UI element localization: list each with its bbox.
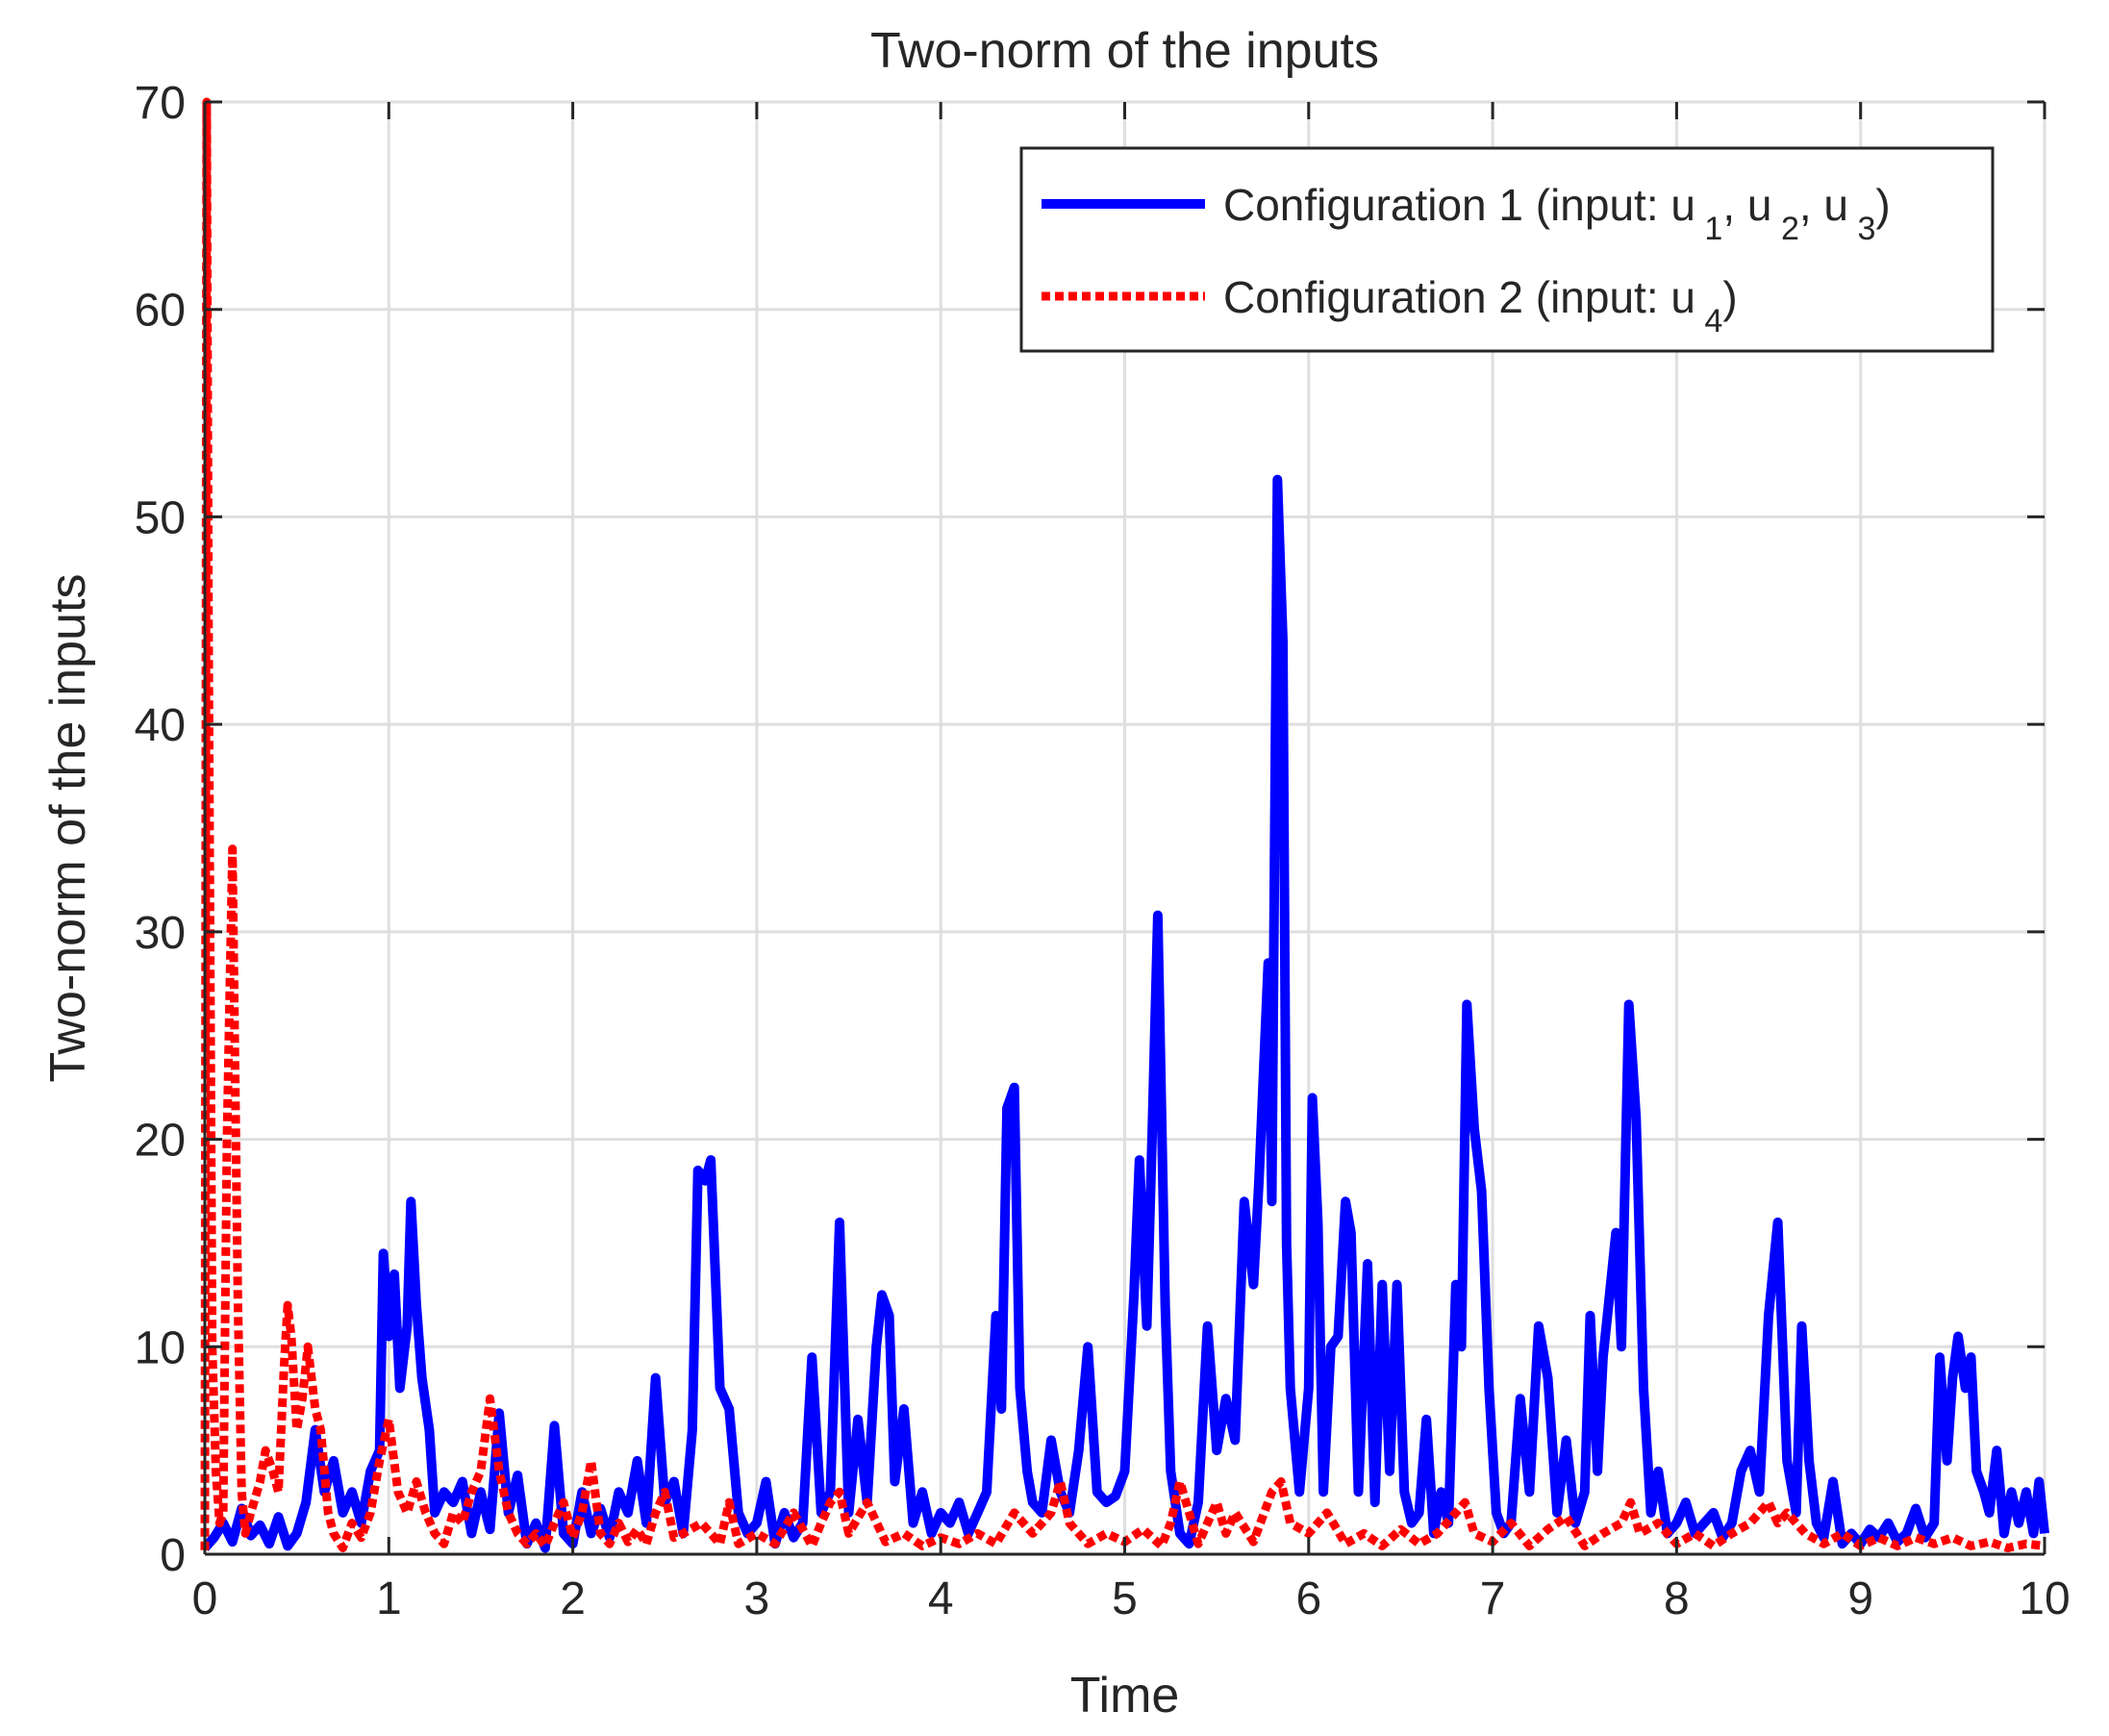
x-tick-label: 8	[1664, 1573, 1690, 1624]
y-tick-label: 20	[135, 1116, 186, 1167]
x-tick-label: 2	[560, 1573, 586, 1624]
x-tick-label: 7	[1480, 1573, 1506, 1624]
tick-labels: 0 1 2 3 4 5 6 7 8 9 10 0 10 20 30 40 50 60 70	[135, 78, 2071, 1624]
x-tick-label: 5	[1112, 1573, 1138, 1624]
x-tick-label: 10	[2019, 1573, 2070, 1624]
x-tick-label: 0	[192, 1573, 218, 1624]
chart-title: Two-norm of the inputs	[870, 23, 1379, 79]
y-tick-label: 0	[160, 1530, 186, 1581]
x-tick-label: 1	[376, 1573, 402, 1624]
y-tick-label: 30	[135, 908, 186, 959]
x-tick-label: 9	[1847, 1573, 1873, 1624]
y-tick-label: 50	[135, 492, 186, 543]
y-axis-label: Two-norm of the inputs	[40, 574, 96, 1083]
x-axis-label: Time	[1070, 1668, 1180, 1723]
x-tick-label: 4	[928, 1573, 954, 1624]
legend-label-1: Configuration 1 (input: u 1, u 2, u 3)	[1223, 180, 1891, 247]
legend: Configuration 1 (input: u 1, u 2, u 3) Co…	[1019, 146, 1995, 353]
legend-box	[1019, 146, 1995, 353]
legend-label-2: Configuration 2 (input: u 4)	[1223, 272, 1738, 340]
series-line-1	[201, 474, 2049, 1553]
series-line-2	[200, 97, 2046, 1552]
y-tick-label: 60	[135, 286, 186, 337]
series-lines	[200, 97, 2049, 1553]
x-tick-label: 6	[1295, 1573, 1321, 1624]
y-tick-label: 10	[135, 1322, 186, 1373]
y-tick-label: 70	[135, 78, 186, 129]
x-tick-label: 3	[744, 1573, 770, 1624]
y-tick-label: 40	[135, 700, 186, 751]
axes	[203, 100, 2046, 1556]
